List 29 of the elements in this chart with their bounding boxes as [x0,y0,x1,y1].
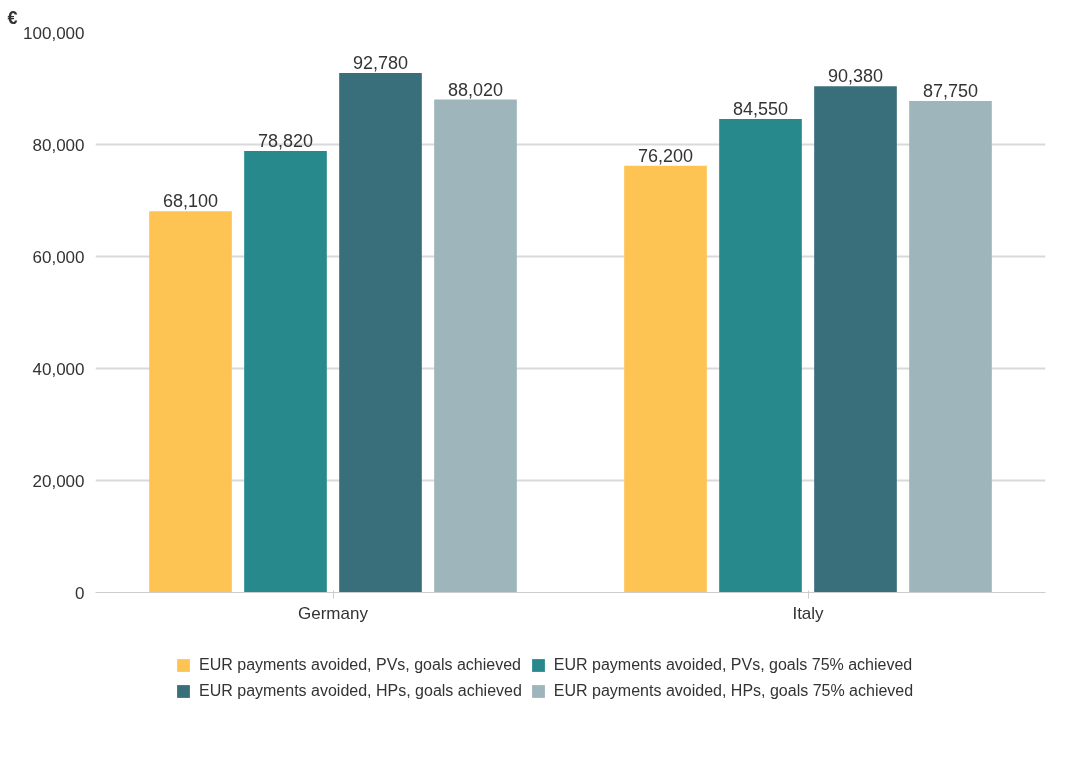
bar [624,165,707,593]
legend-label: EUR payments avoided, HPs, goals achieved [199,682,522,700]
bar [339,72,422,593]
y-axis-title: € [7,7,18,28]
y-tick-label: 20,000 [32,471,85,491]
bar [814,86,897,593]
bar [909,101,992,593]
y-tick-label: 60,000 [32,247,85,267]
data-label: 90,380 [827,66,884,87]
legend-label: EUR payments avoided, HPs, goals 75% achieved [553,682,914,700]
legend-label: EUR payments avoided, PVs, goals 75% achieved [553,656,913,674]
data-label: 68,100 [162,191,219,212]
data-label: 76,200 [637,145,694,166]
data-label: 92,780 [352,52,409,73]
y-tick-label: 100,000 [23,23,85,43]
y-tick-label: 80,000 [32,135,85,155]
y-tick-label: 40,000 [32,359,85,379]
legend-label: EUR payments avoided, PVs, goals achieved [199,656,521,674]
data-label: 87,750 [922,81,979,102]
data-label: 88,020 [447,79,504,100]
x-tick-label: Germany [298,603,369,623]
bar [149,211,232,593]
data-label: 78,820 [257,131,314,152]
data-label: 84,550 [732,99,789,120]
bar [719,119,802,593]
bar [244,151,327,593]
y-tick-label: 0 [75,583,85,603]
bar [434,99,517,593]
x-tick-label: Italy [792,603,825,623]
